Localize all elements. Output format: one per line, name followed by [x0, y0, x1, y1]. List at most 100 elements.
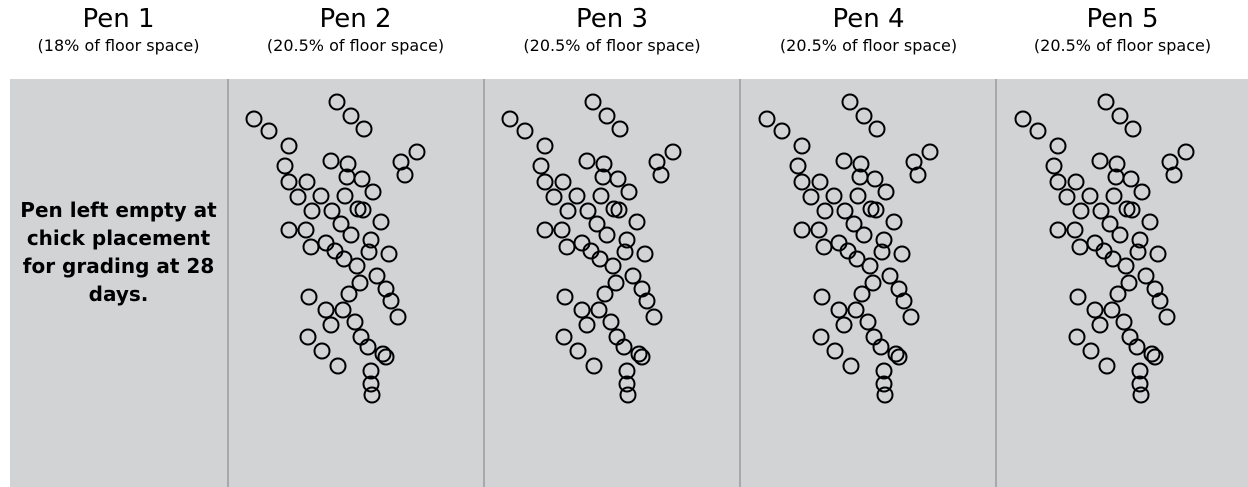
circle-outline-icon — [1137, 267, 1155, 285]
pen-5-floor-space: (20.5% of floor space) — [1033, 36, 1212, 55]
circle-outline-icon — [362, 362, 380, 380]
circle-outline-icon — [280, 221, 298, 239]
circle-outline-icon — [389, 308, 407, 326]
circle-outline-icon — [335, 250, 353, 268]
circle-outline-icon — [545, 188, 563, 206]
circle-outline-icon — [598, 226, 616, 244]
circle-outline-icon — [610, 201, 628, 219]
circle-outline-icon — [579, 202, 597, 220]
circle-outline-icon — [555, 328, 573, 346]
circle-outline-icon — [501, 110, 519, 128]
circle-outline-icon — [615, 338, 633, 356]
circle-outline-icon — [887, 345, 905, 363]
circle-outline-icon — [558, 238, 576, 256]
circle-outline-icon — [1131, 375, 1149, 393]
pen-4-title: Pen 4 — [832, 4, 905, 34]
pen-divider — [483, 79, 485, 487]
circle-outline-icon — [1124, 120, 1142, 138]
circle-outline-icon — [1158, 308, 1176, 326]
circle-outline-icon — [861, 257, 879, 275]
circle-outline-icon — [408, 143, 426, 161]
circle-outline-icon — [618, 231, 636, 249]
circle-outline-icon — [1104, 250, 1122, 268]
circle-outline-icon — [556, 288, 574, 306]
circle-outline-icon — [618, 362, 636, 380]
circle-outline-icon — [280, 137, 298, 155]
circle-outline-icon — [568, 187, 586, 205]
circle-outline-icon — [342, 226, 360, 244]
circle-outline-icon — [1149, 245, 1167, 263]
circle-outline-icon — [1049, 137, 1067, 155]
circle-outline-icon — [332, 215, 350, 233]
circle-outline-icon — [363, 386, 381, 404]
circle-outline-icon — [619, 386, 637, 404]
circle-outline-icon — [312, 187, 330, 205]
circle-outline-icon — [280, 173, 298, 191]
circle-outline-icon — [842, 357, 860, 375]
circle-outline-icon — [1131, 231, 1149, 249]
circle-outline-icon — [881, 267, 899, 285]
circle-outline-icon — [348, 257, 366, 275]
circle-outline-icon — [1151, 292, 1169, 310]
circle-outline-icon — [636, 245, 654, 263]
circle-outline-icon — [1111, 226, 1129, 244]
circle-outline-icon — [1049, 173, 1067, 191]
circle-outline-icon — [351, 274, 369, 292]
circle-outline-icon — [607, 274, 625, 292]
circle-outline-icon — [536, 173, 554, 191]
circle-outline-icon — [1133, 183, 1151, 201]
pen-5-header: Pen 5 (20.5% of floor space) — [997, 0, 1248, 80]
circle-outline-icon — [793, 173, 811, 191]
circle-outline-icon — [1081, 187, 1099, 205]
circle-outline-icon — [1141, 213, 1159, 231]
circle-outline-icon — [867, 201, 885, 219]
circle-outline-icon — [604, 257, 622, 275]
circle-outline-icon — [554, 173, 572, 191]
circle-outline-icon — [1072, 202, 1090, 220]
pen-4-chick-group — [758, 93, 939, 404]
circle-outline-icon — [902, 308, 920, 326]
circle-outline-icon — [245, 110, 263, 128]
circle-outline-icon — [573, 234, 591, 252]
circle-outline-icon — [1115, 313, 1133, 331]
pen-1-floor-space: (18% of floor space) — [37, 36, 200, 55]
circle-outline-icon — [326, 242, 344, 260]
circle-outline-icon — [592, 187, 610, 205]
circle-outline-icon — [758, 110, 776, 128]
circle-outline-icon — [1111, 107, 1129, 125]
circle-outline-icon — [276, 157, 294, 175]
pen-3-area — [484, 79, 740, 487]
circle-outline-icon — [1117, 257, 1135, 275]
circle-outline-icon — [336, 187, 354, 205]
pen-divider — [995, 79, 997, 487]
circle-outline-icon — [885, 213, 903, 231]
circle-outline-icon — [830, 234, 848, 252]
circle-outline-icon — [582, 242, 600, 260]
circle-outline-icon — [1128, 338, 1146, 356]
circle-outline-icon — [855, 226, 873, 244]
circle-outline-icon — [588, 215, 606, 233]
pen-1-header: Pen 1 (18% of floor space) — [10, 0, 227, 80]
circle-outline-icon — [1071, 238, 1089, 256]
pen-headers: Pen 1 (18% of floor space) Pen 2 (20.5% … — [0, 0, 1248, 80]
circle-outline-icon — [353, 170, 371, 188]
circle-outline-icon — [609, 170, 627, 188]
circle-outline-icon — [802, 188, 820, 206]
circle-outline-icon — [569, 342, 587, 360]
circle-outline-icon — [536, 221, 554, 239]
pen-4-header: Pen 4 (20.5% of floor space) — [741, 0, 996, 80]
circle-outline-icon — [830, 301, 848, 319]
circle-outline-icon — [297, 221, 315, 239]
circle-outline-icon — [585, 357, 603, 375]
circle-outline-icon — [1143, 345, 1161, 363]
circle-outline-icon — [368, 267, 386, 285]
circle-outline-icon — [532, 157, 550, 175]
circle-outline-icon — [360, 243, 378, 261]
circle-outline-icon — [848, 250, 866, 268]
circle-outline-icon — [1108, 155, 1126, 173]
circle-outline-icon — [598, 107, 616, 125]
circle-outline-icon — [1123, 201, 1141, 219]
circle-outline-icon — [1103, 301, 1121, 319]
circle-outline-icon — [339, 155, 357, 173]
circle-outline-icon — [573, 301, 591, 319]
